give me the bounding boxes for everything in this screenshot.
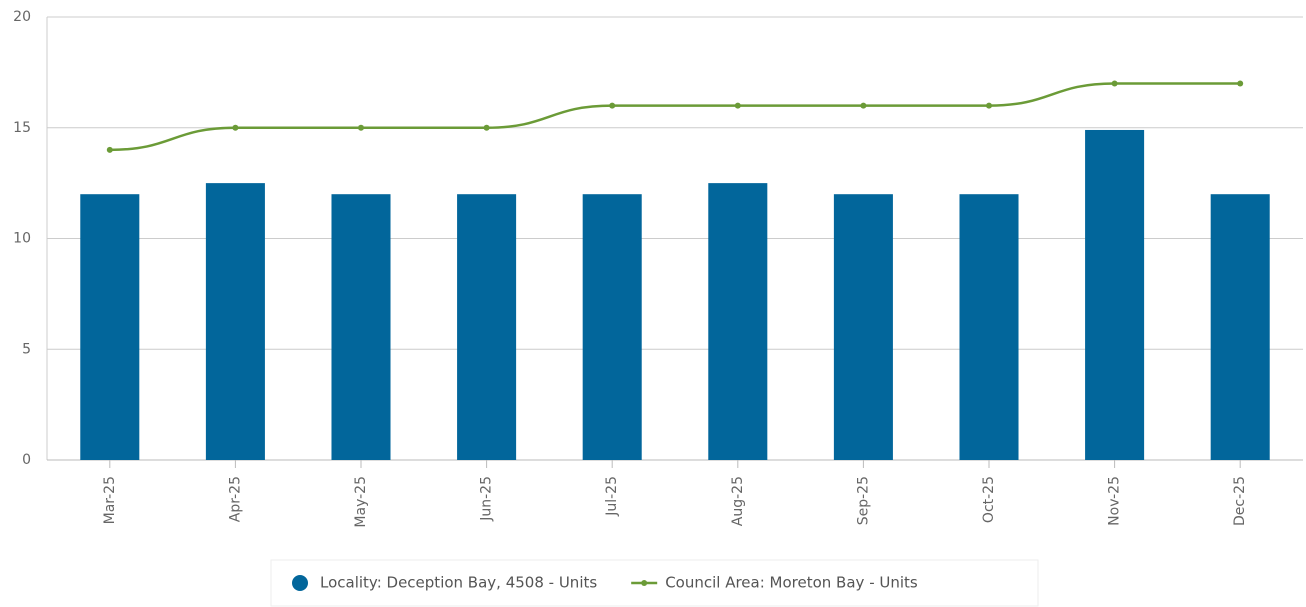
line-point xyxy=(106,146,113,153)
bar xyxy=(1210,194,1270,460)
x-tick-label: Sep-25 xyxy=(855,476,871,525)
line-point xyxy=(986,102,992,109)
x-tick-label: Jul-25 xyxy=(604,476,620,517)
bar xyxy=(331,194,391,460)
bar xyxy=(708,183,768,460)
bar xyxy=(833,194,893,460)
line xyxy=(109,82,1241,152)
bar xyxy=(205,183,265,460)
legend-label: Council Area: Moreton Bay - Units xyxy=(665,574,918,592)
x-tick-label: Apr-25 xyxy=(227,476,243,522)
x-tick-label: Jun-25 xyxy=(479,476,495,522)
line-point xyxy=(358,124,364,131)
x-tick-label: May-25 xyxy=(353,476,369,528)
line-point xyxy=(860,102,867,109)
legend: Locality: Deception Bay, 4508 - Units Cou… xyxy=(292,574,918,592)
bar xyxy=(1085,129,1145,460)
y-tick-label: 10 xyxy=(13,231,31,247)
y-tick-label: 0 xyxy=(22,452,31,468)
x-tick-label: Aug-25 xyxy=(730,476,746,526)
y-tick-label: 5 xyxy=(22,341,31,357)
y-tick-label: 20 xyxy=(13,9,31,25)
legend-marker-point xyxy=(641,580,648,586)
line-point xyxy=(1237,80,1244,87)
bar xyxy=(959,194,1019,460)
legend-marker xyxy=(292,575,308,591)
legend-label: Locality: Deception Bay, 4508 - Units xyxy=(320,574,597,592)
x-tick-label: Mar-25 xyxy=(102,476,118,524)
x-tick-label: Dec-25 xyxy=(1232,476,1248,526)
x-tick-label: Nov-25 xyxy=(1107,476,1123,526)
line-point xyxy=(609,102,616,109)
line-point xyxy=(232,124,239,131)
bar xyxy=(582,194,642,460)
line-point xyxy=(483,124,490,131)
x-tick-label: Oct-25 xyxy=(981,476,997,523)
bar xyxy=(80,194,140,460)
y-tick-label: 15 xyxy=(13,120,31,136)
line-point xyxy=(1111,80,1118,87)
line-point xyxy=(734,102,741,109)
bar xyxy=(457,194,517,460)
